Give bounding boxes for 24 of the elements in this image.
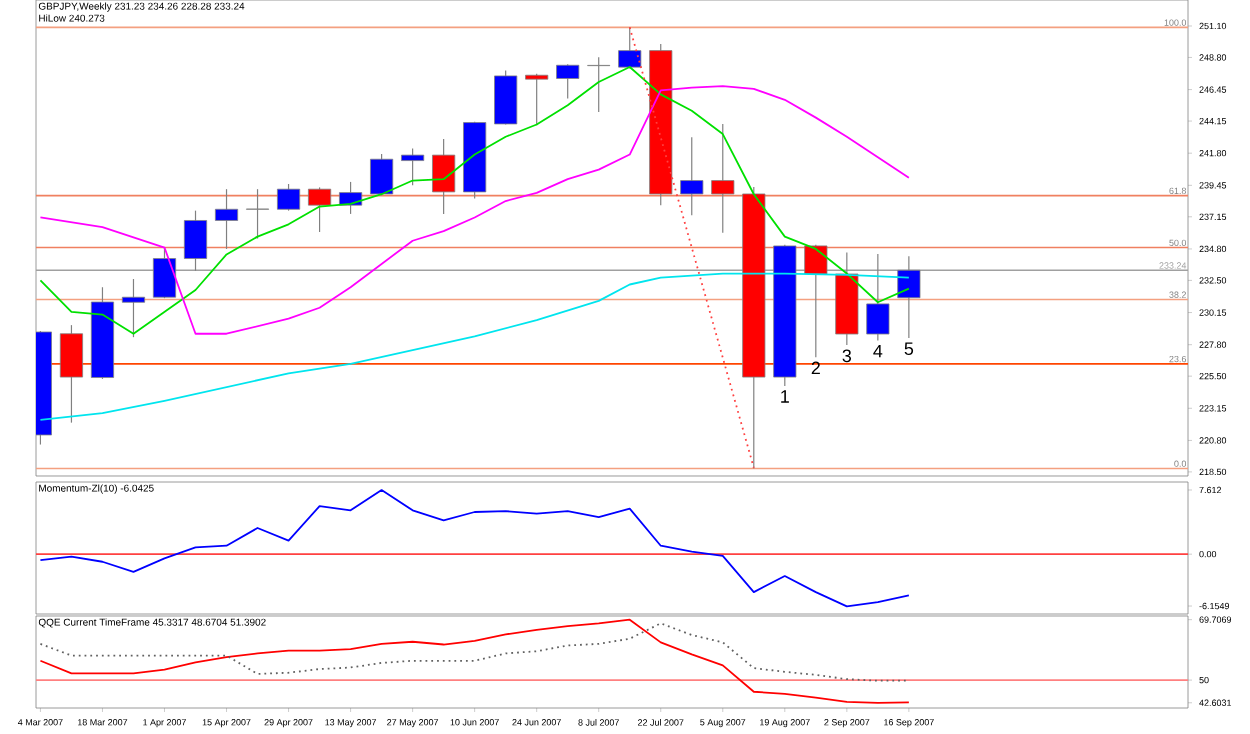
candlestick xyxy=(587,56,611,113)
candlestick xyxy=(59,324,84,424)
candlestick xyxy=(866,253,890,342)
candlestick xyxy=(121,278,146,338)
candlestick xyxy=(618,26,642,69)
candlestick xyxy=(308,186,332,233)
annotation: 3 xyxy=(842,349,852,363)
candlestick xyxy=(276,183,301,212)
candlestick xyxy=(214,188,239,250)
candlestick xyxy=(183,210,208,272)
candlestick xyxy=(556,63,580,100)
candlestick xyxy=(401,147,425,186)
annotation: 5 xyxy=(904,342,914,356)
candlestick xyxy=(804,244,828,358)
annotation: 1 xyxy=(781,390,789,403)
candlestick xyxy=(680,136,704,216)
candlestick xyxy=(525,73,549,126)
candlestick xyxy=(432,138,456,215)
candlestick xyxy=(370,153,394,197)
annotation: 2 xyxy=(811,361,820,375)
annotation: 4 xyxy=(873,344,883,358)
candlestick xyxy=(711,123,735,234)
candlestick xyxy=(245,188,270,240)
candlestick xyxy=(897,255,921,339)
